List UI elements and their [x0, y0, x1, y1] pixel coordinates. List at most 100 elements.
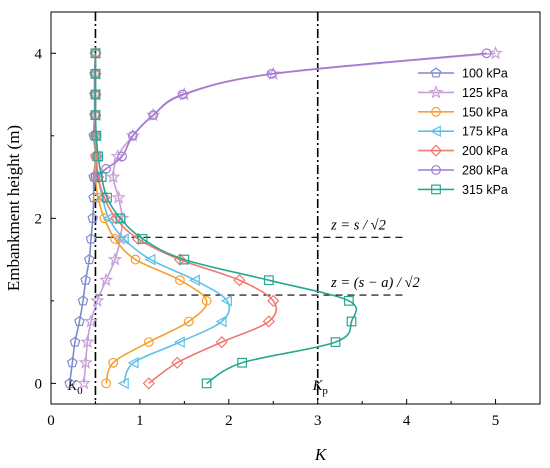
series-0-point-6 [83, 253, 95, 265]
series-4-point-3 [262, 315, 275, 328]
axes: 0 1 2 3 4 5 0 2 4 K Embankment height (m) [4, 46, 499, 464]
series-group [64, 45, 503, 390]
series-1-point-11 [110, 148, 125, 163]
series-line-6 [94, 53, 358, 385]
y-axis-title: Embankment height (m) [4, 125, 23, 291]
series-1-point-7 [113, 231, 128, 246]
series-0-point-1 [66, 357, 78, 368]
series-3-point-2 [173, 336, 185, 348]
series-4-point-11 [90, 150, 103, 163]
series-4-point-2 [215, 335, 228, 349]
series-1-point-2 [80, 334, 95, 349]
hline-label-0: z = s / √2 [330, 217, 386, 233]
series-0-point-4 [77, 295, 89, 306]
series-0-point-5 [80, 274, 92, 285]
x-axis-title: K [314, 445, 328, 464]
series-6-point-8 [115, 213, 126, 224]
hline-label-1: z = (s − a) / √2 [330, 275, 420, 291]
series-4-point-0 [142, 377, 155, 390]
series-0-point-2 [69, 336, 81, 347]
y-tick-label: 0 [35, 376, 43, 392]
series-3-point-3 [215, 315, 227, 328]
legend-label-5: 280 kPa [462, 164, 508, 178]
series-line-1 [83, 52, 496, 384]
series-6-point-1 [237, 357, 248, 368]
legend-label-6: 315 kPa [462, 183, 508, 197]
series-5-point-2 [117, 151, 128, 162]
y-tick-label: 4 [35, 46, 43, 62]
x-tick-label: 0 [47, 413, 55, 429]
series-5-point-0 [90, 172, 101, 182]
series-6-point-15 [90, 68, 101, 79]
series-2-point-6 [130, 254, 141, 265]
series-4-point-6 [173, 253, 187, 266]
x-tick-label: 1 [136, 413, 144, 429]
series-3-point-8 [102, 212, 114, 225]
series-1-point-16 [488, 45, 503, 60]
series-1 [76, 45, 503, 390]
series-6-point-12 [91, 130, 102, 141]
series-1-point-3 [83, 313, 99, 328]
series-line-5 [94, 52, 487, 178]
series-5-point-3 [127, 130, 138, 141]
series-3-point-4 [220, 295, 232, 307]
series-6-point-11 [93, 151, 104, 162]
x-tick-label: 2 [225, 413, 233, 429]
reference-lines: K0 Kpz = s / √2z = (s − a) / √2 [66, 12, 420, 404]
series-6-point-16 [90, 48, 101, 59]
series-2-point-5 [175, 275, 185, 286]
series-5-point-7 [481, 48, 492, 59]
series-3-point-5 [188, 274, 200, 287]
series-1-point-1 [78, 355, 93, 369]
x-tick-label: 4 [403, 413, 411, 429]
x-tick-label: 3 [314, 413, 322, 429]
vline-label-sub-1: p [322, 385, 328, 397]
series-4-point-9 [98, 191, 111, 204]
series-1-point-15 [266, 66, 281, 80]
series-2-point-2 [143, 337, 154, 348]
series-line-2 [94, 53, 208, 384]
series-6-point-5 [263, 275, 274, 286]
series-3-point-1 [127, 356, 139, 369]
series-1-point-10 [106, 169, 121, 184]
series-1-point-9 [111, 190, 126, 204]
series-2-point-3 [183, 316, 194, 327]
series-3 [89, 47, 232, 390]
series-4-point-4 [267, 294, 280, 307]
series-0-point-8 [87, 212, 99, 223]
series-1-point-4 [90, 293, 105, 307]
y-tick-label: 2 [35, 211, 43, 227]
series-2-point-0 [101, 378, 112, 389]
series-6-point-10 [96, 172, 107, 182]
vline-label-1: Kp [312, 378, 329, 397]
series-4-point-1 [171, 356, 184, 369]
legend-marker-4 [429, 144, 443, 157]
plot-frame [50, 11, 541, 405]
plot-border [50, 11, 541, 405]
series-6-point-0 [201, 378, 212, 389]
series-0-point-3 [74, 315, 85, 327]
legend-label-3: 175 kPa [462, 125, 508, 139]
x-tick-label: 5 [492, 413, 500, 429]
series-5-point-6 [266, 68, 277, 79]
series-6-point-7 [137, 234, 148, 244]
series-6-point-14 [90, 89, 101, 100]
series-3-point-0 [117, 377, 129, 390]
series-6-point-3 [346, 316, 357, 327]
legend-label-2: 150 kPa [462, 105, 508, 119]
legend-label-1: 125 kPa [462, 86, 508, 100]
series-0-point-0 [64, 377, 76, 388]
legend: 100 kPa 125 kPa 150 kPa 175 kPa 200 kPa 280 k… [418, 67, 508, 197]
series-line-0 [68, 53, 97, 384]
series-6-point-4 [343, 295, 354, 306]
series-0-point-7 [85, 233, 97, 244]
series-6-point-2 [330, 337, 341, 348]
series-1-point-5 [98, 272, 114, 287]
series-6-point-6 [179, 254, 190, 265]
series-6-point-13 [90, 110, 101, 121]
series-2-point-1 [108, 357, 119, 368]
series-6 [90, 48, 358, 389]
legend-marker-3 [429, 125, 441, 137]
legend-marker-6 [431, 184, 441, 195]
